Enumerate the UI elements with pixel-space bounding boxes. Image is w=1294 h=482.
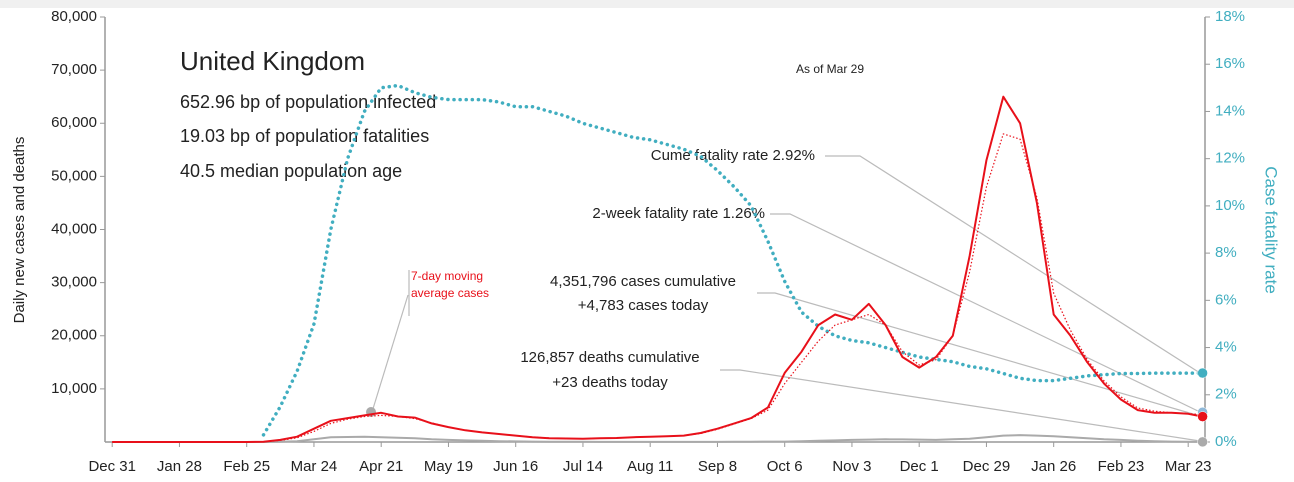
end-marker (1197, 436, 1208, 448)
x-tick-label: Dec 1 (900, 458, 939, 475)
x-tick-label: Feb 23 (1098, 458, 1145, 475)
series-line (261, 83, 1205, 437)
x-tick-label: Aug 11 (627, 458, 673, 475)
y2-tick-label: 18% (1215, 8, 1245, 25)
y2-tick-label: 4% (1215, 339, 1237, 356)
y-tick-label: 70,000 (51, 61, 97, 78)
x-tick-label: Jun 16 (493, 458, 538, 475)
y-tick-label: 60,000 (51, 114, 97, 131)
x-tick-label: Nov 3 (832, 458, 871, 475)
y2-tick-label: 14% (1215, 102, 1245, 119)
x-tick-label: Mar 23 (1165, 458, 1212, 475)
y2-tick-label: 10% (1215, 197, 1245, 214)
y-tick-label: 10,000 (51, 380, 97, 397)
leader-lines (371, 155, 1201, 442)
y2-tick-label: 0% (1215, 433, 1237, 450)
ma-label-box: 7-day moving average cases (411, 269, 490, 300)
y2-tick-label: 2% (1215, 386, 1237, 403)
ma-label: 7-day moving average cases (411, 269, 490, 300)
x-tick-label: Dec 31 (88, 458, 136, 475)
stat: 19.03 bp of population fatalities (180, 126, 429, 146)
x-tick-label: Mar 24 (291, 458, 338, 475)
y2-axis-label: Case fatality rate (1262, 166, 1281, 294)
annotation: 126,857 deaths cumulative (520, 349, 699, 366)
y-tick-label: 80,000 (51, 8, 97, 25)
x-tick-label: Sep 8 (698, 458, 737, 475)
annotation: +23 deaths today (552, 374, 668, 391)
y2-tick-label: 12% (1215, 150, 1245, 167)
y-axis-label: Daily new cases and deaths (11, 137, 28, 324)
series-line (112, 434, 1203, 443)
annotation: 4,351,796 cases cumulative (550, 273, 736, 290)
y2-tick-label: 8% (1215, 244, 1237, 261)
as-of: As of Mar 29 (796, 62, 864, 76)
series-line (112, 95, 1203, 443)
annotation: Cume fatality rate 2.92% (651, 147, 815, 164)
y2-tick-label: 6% (1215, 291, 1237, 308)
leader-line (825, 155, 1201, 374)
y-tick-label: 20,000 (51, 327, 97, 344)
end-marker (1197, 411, 1208, 422)
annotation: +4,783 cases today (578, 297, 709, 314)
x-tick-label: Apr 21 (359, 458, 403, 475)
chart-title: United Kingdom (180, 46, 365, 76)
annotation: 2-week fatality rate 1.26% (592, 205, 765, 222)
leader-line (770, 213, 1201, 413)
x-tick-label: Jan 26 (1031, 458, 1076, 475)
x-tick-label: Feb 25 (223, 458, 270, 475)
leader-line (720, 369, 1201, 442)
end-marker (1197, 367, 1208, 379)
x-tick-label: Jan 28 (157, 458, 202, 475)
leader-line (371, 294, 409, 413)
stat: 40.5 median population age (180, 161, 402, 181)
y2-tick-label: 16% (1215, 55, 1245, 72)
y-tick-label: 50,000 (51, 167, 97, 184)
y-tick-label: 40,000 (51, 220, 97, 237)
y-tick-label: 30,000 (51, 274, 97, 291)
x-tick-label: Jul 14 (563, 458, 603, 475)
x-tick-label: Dec 29 (963, 458, 1011, 475)
x-tick-label: May 19 (424, 458, 473, 475)
stat: 652.96 bp of population infected (180, 92, 436, 112)
top-strip (0, 0, 1294, 8)
x-tick-label: Oct 6 (767, 458, 803, 475)
leader-line (757, 292, 1201, 417)
